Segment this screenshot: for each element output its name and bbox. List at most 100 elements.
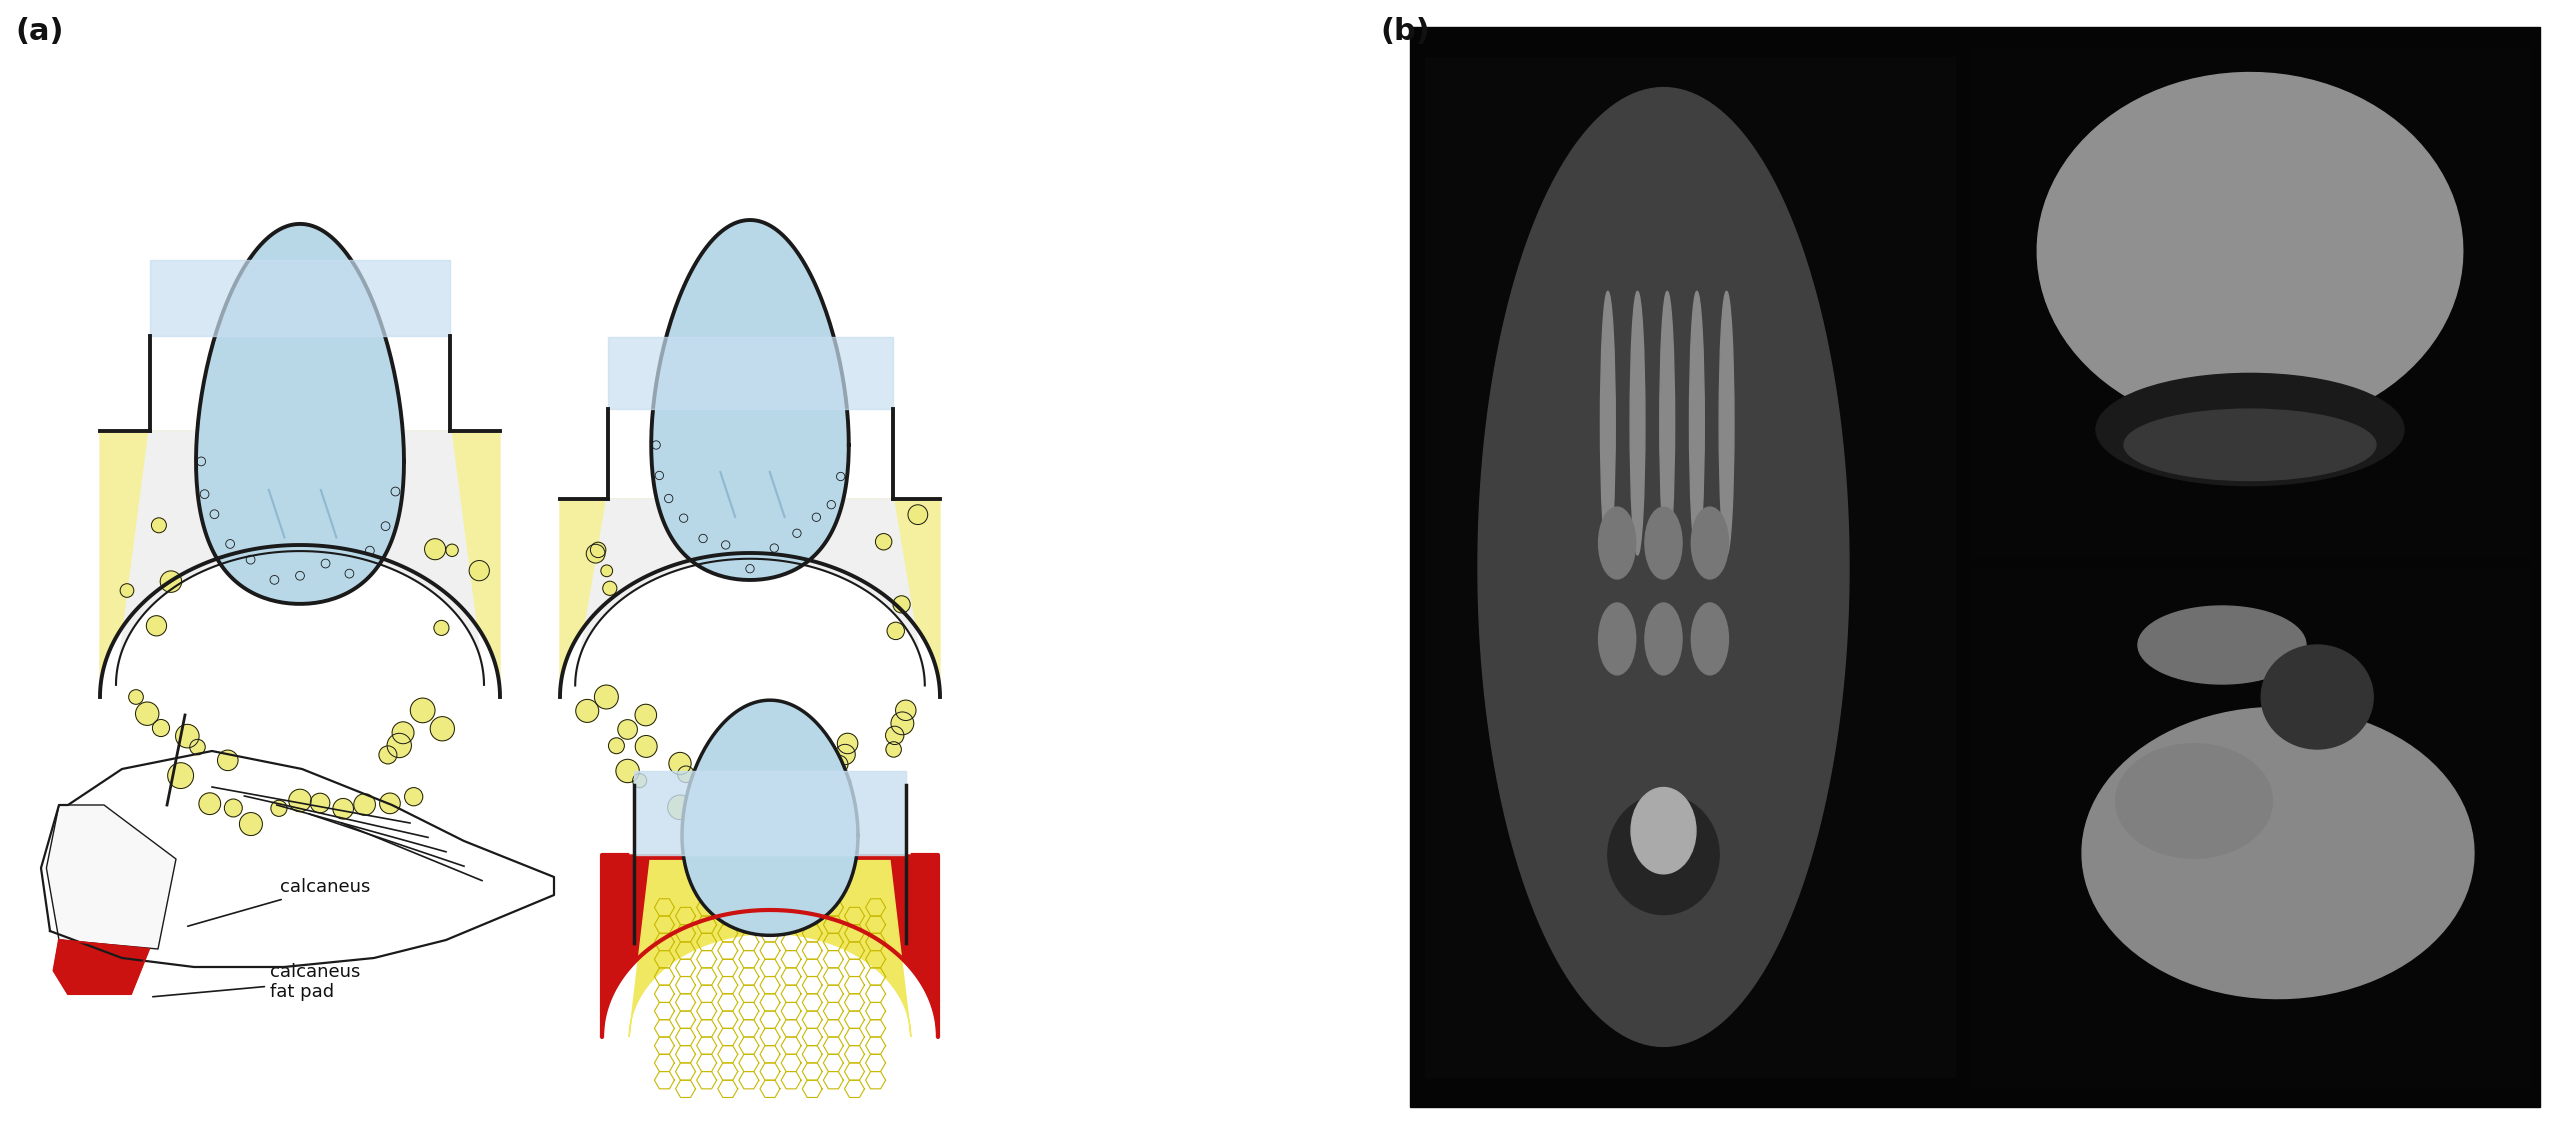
Circle shape [346,569,353,578]
Circle shape [200,792,220,815]
Circle shape [218,751,238,771]
Ellipse shape [1720,292,1733,554]
Circle shape [128,690,143,704]
Circle shape [404,788,422,806]
Circle shape [333,798,353,819]
Circle shape [381,522,389,531]
Circle shape [151,517,166,533]
Circle shape [632,773,648,788]
Ellipse shape [1646,507,1682,579]
Circle shape [289,789,312,811]
Polygon shape [1971,47,2529,557]
Ellipse shape [1600,292,1615,554]
Circle shape [655,471,663,480]
Circle shape [668,753,691,774]
Circle shape [812,513,822,522]
Circle shape [241,813,261,835]
Circle shape [617,720,637,739]
Polygon shape [630,861,911,1037]
Circle shape [120,584,133,597]
Circle shape [430,717,456,740]
Circle shape [678,766,694,782]
Circle shape [896,700,916,720]
Ellipse shape [1659,292,1674,554]
Circle shape [425,539,445,560]
Circle shape [771,544,778,552]
Polygon shape [54,940,148,994]
Polygon shape [1477,88,1848,1046]
Polygon shape [635,771,906,855]
Circle shape [410,698,435,722]
Circle shape [602,582,617,595]
Polygon shape [46,805,177,949]
Circle shape [594,685,620,709]
Circle shape [177,725,200,748]
Circle shape [154,719,169,737]
Circle shape [635,736,658,757]
Circle shape [387,734,412,757]
Text: (b): (b) [1380,17,1428,46]
Circle shape [576,700,599,722]
Polygon shape [607,337,893,409]
Polygon shape [561,499,940,696]
Circle shape [269,576,279,584]
Polygon shape [41,751,553,967]
Circle shape [433,620,448,636]
Ellipse shape [1690,292,1705,554]
Circle shape [771,780,783,795]
Circle shape [837,734,858,754]
Circle shape [893,596,911,613]
Circle shape [876,533,891,550]
Circle shape [379,793,399,814]
Ellipse shape [1597,603,1636,675]
Circle shape [609,738,625,754]
Polygon shape [100,431,499,696]
Polygon shape [197,224,404,604]
Polygon shape [1426,57,1956,1077]
Circle shape [832,773,850,793]
Ellipse shape [1608,795,1720,915]
Circle shape [653,441,660,450]
Circle shape [794,529,801,538]
Polygon shape [576,499,924,685]
Circle shape [602,565,612,577]
Text: calcaneus
fat pad: calcaneus fat pad [154,962,361,1002]
Circle shape [200,490,210,498]
Circle shape [668,795,691,819]
Ellipse shape [2125,409,2376,480]
Ellipse shape [1646,603,1682,675]
Circle shape [161,571,182,593]
Circle shape [635,704,655,726]
Polygon shape [2081,708,2473,999]
Polygon shape [681,700,858,935]
Circle shape [225,540,236,549]
Circle shape [392,721,415,744]
Circle shape [806,766,824,784]
Ellipse shape [2097,373,2404,486]
Circle shape [909,505,927,524]
Circle shape [699,534,707,543]
Circle shape [722,541,730,549]
Circle shape [294,571,305,580]
Polygon shape [602,855,937,1037]
Circle shape [468,560,489,580]
Polygon shape [650,220,850,580]
Circle shape [225,799,243,817]
Circle shape [891,712,914,735]
Circle shape [197,458,205,465]
Circle shape [837,472,845,480]
Circle shape [835,744,855,764]
Circle shape [678,514,689,522]
Circle shape [246,556,256,565]
Circle shape [617,760,640,782]
Circle shape [271,800,287,816]
Circle shape [136,702,159,726]
Circle shape [722,796,745,819]
Polygon shape [1971,567,2529,1088]
Circle shape [696,791,712,806]
Circle shape [707,802,724,822]
Text: calcaneus: calcaneus [187,878,371,926]
Ellipse shape [2260,645,2373,749]
Circle shape [886,742,901,757]
Ellipse shape [2115,744,2273,858]
